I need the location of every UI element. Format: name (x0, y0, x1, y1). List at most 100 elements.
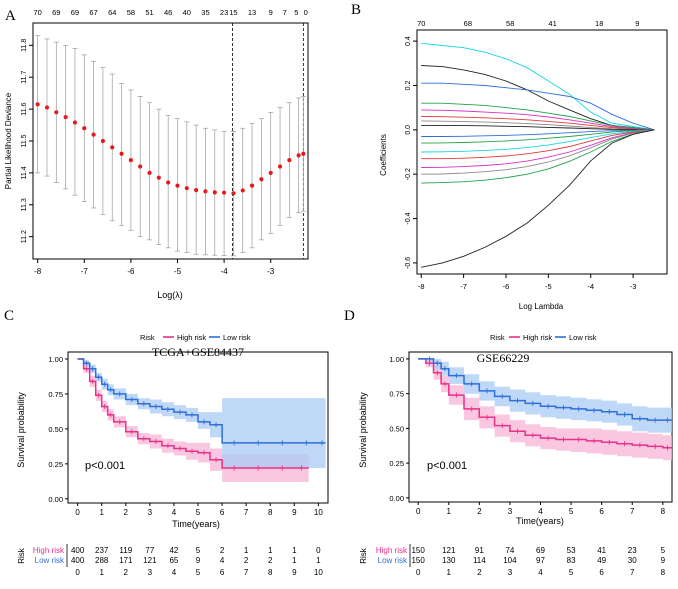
panel-a-y-tick-label: 11.2 (21, 230, 28, 243)
panel-a-cv-point (100, 138, 106, 144)
panel-c-legend-title: Risk (140, 333, 155, 342)
panel-b-x-tick-label: -8 (418, 282, 425, 291)
panel-a-x-tick-label: -8 (34, 267, 42, 276)
panel-c-x-tick-label: 4 (172, 508, 177, 517)
panel-d-x-tick-label: 3 (508, 507, 513, 516)
panel-d-risk-time-label: 5 (569, 568, 574, 577)
panel-c-risk-count: 65 (169, 556, 178, 565)
panel-a-top-axis-label: 69 (52, 8, 60, 17)
panel-d-risk-count: 23 (628, 546, 637, 555)
panel-d-risk-count: 121 (442, 546, 456, 555)
panel-b-coef-path-blue (421, 82, 655, 131)
panel-b-top-axis-label: 68 (464, 19, 472, 28)
panel-c-risk-count: 2 (268, 556, 273, 565)
panel-d-risk-count: 30 (628, 556, 637, 565)
panel-c-risk-time-label: 3 (148, 568, 153, 577)
panel-b-plot-frame (416, 29, 668, 275)
panel-a-top-axis-label: 40 (183, 8, 191, 17)
panel-c-pvalue: p<0.001 (85, 460, 125, 472)
panel-b-x-tick-label: -3 (630, 282, 637, 291)
panel-d-risk-count: 150 (411, 556, 425, 565)
panel-d-x-tick-label: 0 (416, 507, 421, 516)
panel-c-risk-count: 121 (143, 556, 157, 565)
panel-d-y-tick-label: 0.25 (389, 459, 404, 468)
panel-c-risk-count: 1 (268, 546, 273, 555)
panel-d-ci-band-low-risk (418, 358, 672, 433)
panel-label-a: A (5, 8, 16, 24)
panel-d-legend-high-risk: High risk (523, 333, 552, 342)
panel-d-risk-count: 69 (536, 546, 545, 555)
panel-a-top-axis-label: 0 (304, 8, 308, 17)
panel-c-y-tick-label: 0.00 (48, 495, 63, 504)
panel-b-coef-path-black-mid (421, 124, 655, 131)
panel-b-coef-path-gray (421, 120, 655, 131)
panel-b-top-axis-label: 70 (417, 19, 425, 28)
panel-a-y-tick-label: 11.4 (21, 166, 28, 179)
panel-b-top-axis-label: 58 (506, 19, 514, 28)
panel-c-risk-count: 1 (292, 556, 297, 565)
panel-a-cv-point (128, 158, 133, 163)
panel-a-x-tick-label: -6 (127, 267, 135, 276)
panel-b-coef-path-cyan (421, 42, 655, 131)
panel-c-x-tick-label: 10 (314, 508, 323, 517)
panel-a-x-tick-label: -4 (221, 267, 229, 276)
panel-d-risk-time-label: 3 (508, 568, 513, 577)
panel-c-xlabel: Time(years) (172, 519, 220, 529)
panel-c-risk-count: 0 (316, 546, 321, 555)
panel-d-risk-count: 49 (597, 556, 606, 565)
panel-c-x-tick-label: 8 (268, 508, 273, 517)
panel-c-risk-count: 288 (95, 556, 109, 565)
panel-b-xlabel: Log Lambda (519, 302, 564, 311)
panel-b-x-tick-label: -4 (587, 282, 594, 291)
panel-c-risk-count: 2 (244, 556, 249, 565)
panel-b-coef-path-blue-low (421, 129, 655, 137)
panel-c-risk-time-label: 8 (268, 568, 273, 577)
panel-d-risk-count: 97 (536, 556, 545, 565)
panel-c-x-tick-label: 3 (148, 508, 153, 517)
panel-a-top-axis-label: 13 (248, 8, 256, 17)
panel-d-x-tick-label: 6 (599, 507, 604, 516)
panel-c-risk-count: 2 (220, 546, 225, 555)
panel-d-risk-time-label: 1 (447, 568, 452, 577)
panel-d-title: GSE66229 (477, 351, 530, 365)
panel-a-top-axis-label: 69 (71, 8, 79, 17)
panel-a-cv-point (249, 183, 255, 188)
panel-a-y-tick-label: 11.6 (21, 102, 28, 115)
panel-d-risk-count: 150 (411, 546, 425, 555)
panel-b-y-tick-label: -0.2 (405, 168, 412, 180)
panel-a-top-axis-label: 67 (89, 8, 97, 17)
panel-a-top-axis-label: 64 (108, 8, 116, 17)
panel-a-top-axis-label: 51 (145, 8, 153, 17)
panel-c-risk-time-label: 4 (172, 568, 177, 577)
panel-c-risk-time-label: 7 (244, 568, 249, 577)
panel-d-risk-count: 130 (442, 556, 456, 565)
panel-d-risk-count: 5 (661, 546, 666, 555)
panel-d-km-curve-high-risk (418, 358, 672, 449)
panel-a-x-tick-label: -3 (267, 267, 275, 276)
panel-c-x-tick-label: 0 (75, 508, 80, 517)
panel-c-risk-count: 77 (145, 546, 154, 555)
panel-a-cv-point (222, 190, 227, 195)
panel-d-x-tick-label: 8 (661, 507, 666, 516)
panel-c-x-tick-label: 7 (244, 508, 249, 517)
panel-a-cv-point (82, 126, 87, 131)
panel-c-ci-band-high-risk (77, 359, 309, 482)
panel-d-risk-count: 91 (475, 546, 484, 555)
panel-b-coef-path-cyan-low (421, 129, 655, 153)
panel-d-ylabel: Survival probability (358, 392, 368, 468)
panel-a-cv-point (184, 186, 189, 191)
panel-c-risk-row-low-label: Low risk (35, 556, 65, 565)
panel-d-y-tick-label: 1.00 (389, 355, 404, 364)
panel-a-ylabel: Partial Likelihood Deviance (4, 92, 13, 189)
panel-a-y-tick-label: 11.3 (21, 198, 28, 211)
panel-d-risk-time-label: 2 (477, 568, 482, 577)
panel-b-y-tick-label: 0.2 (405, 80, 412, 90)
panel-a-content: -8 -7 -6 -5 -4 -3 11.2 11.3 11.4 11.5 11.6 11.7 11.8… (21, 8, 308, 276)
panel-d-risk-time-label: 7 (630, 568, 635, 577)
panel-d-risk-time-label: 8 (661, 568, 666, 577)
panel-c-x-tick-label: 5 (196, 508, 201, 517)
panel-c-ci-band-low-risk (77, 359, 326, 468)
